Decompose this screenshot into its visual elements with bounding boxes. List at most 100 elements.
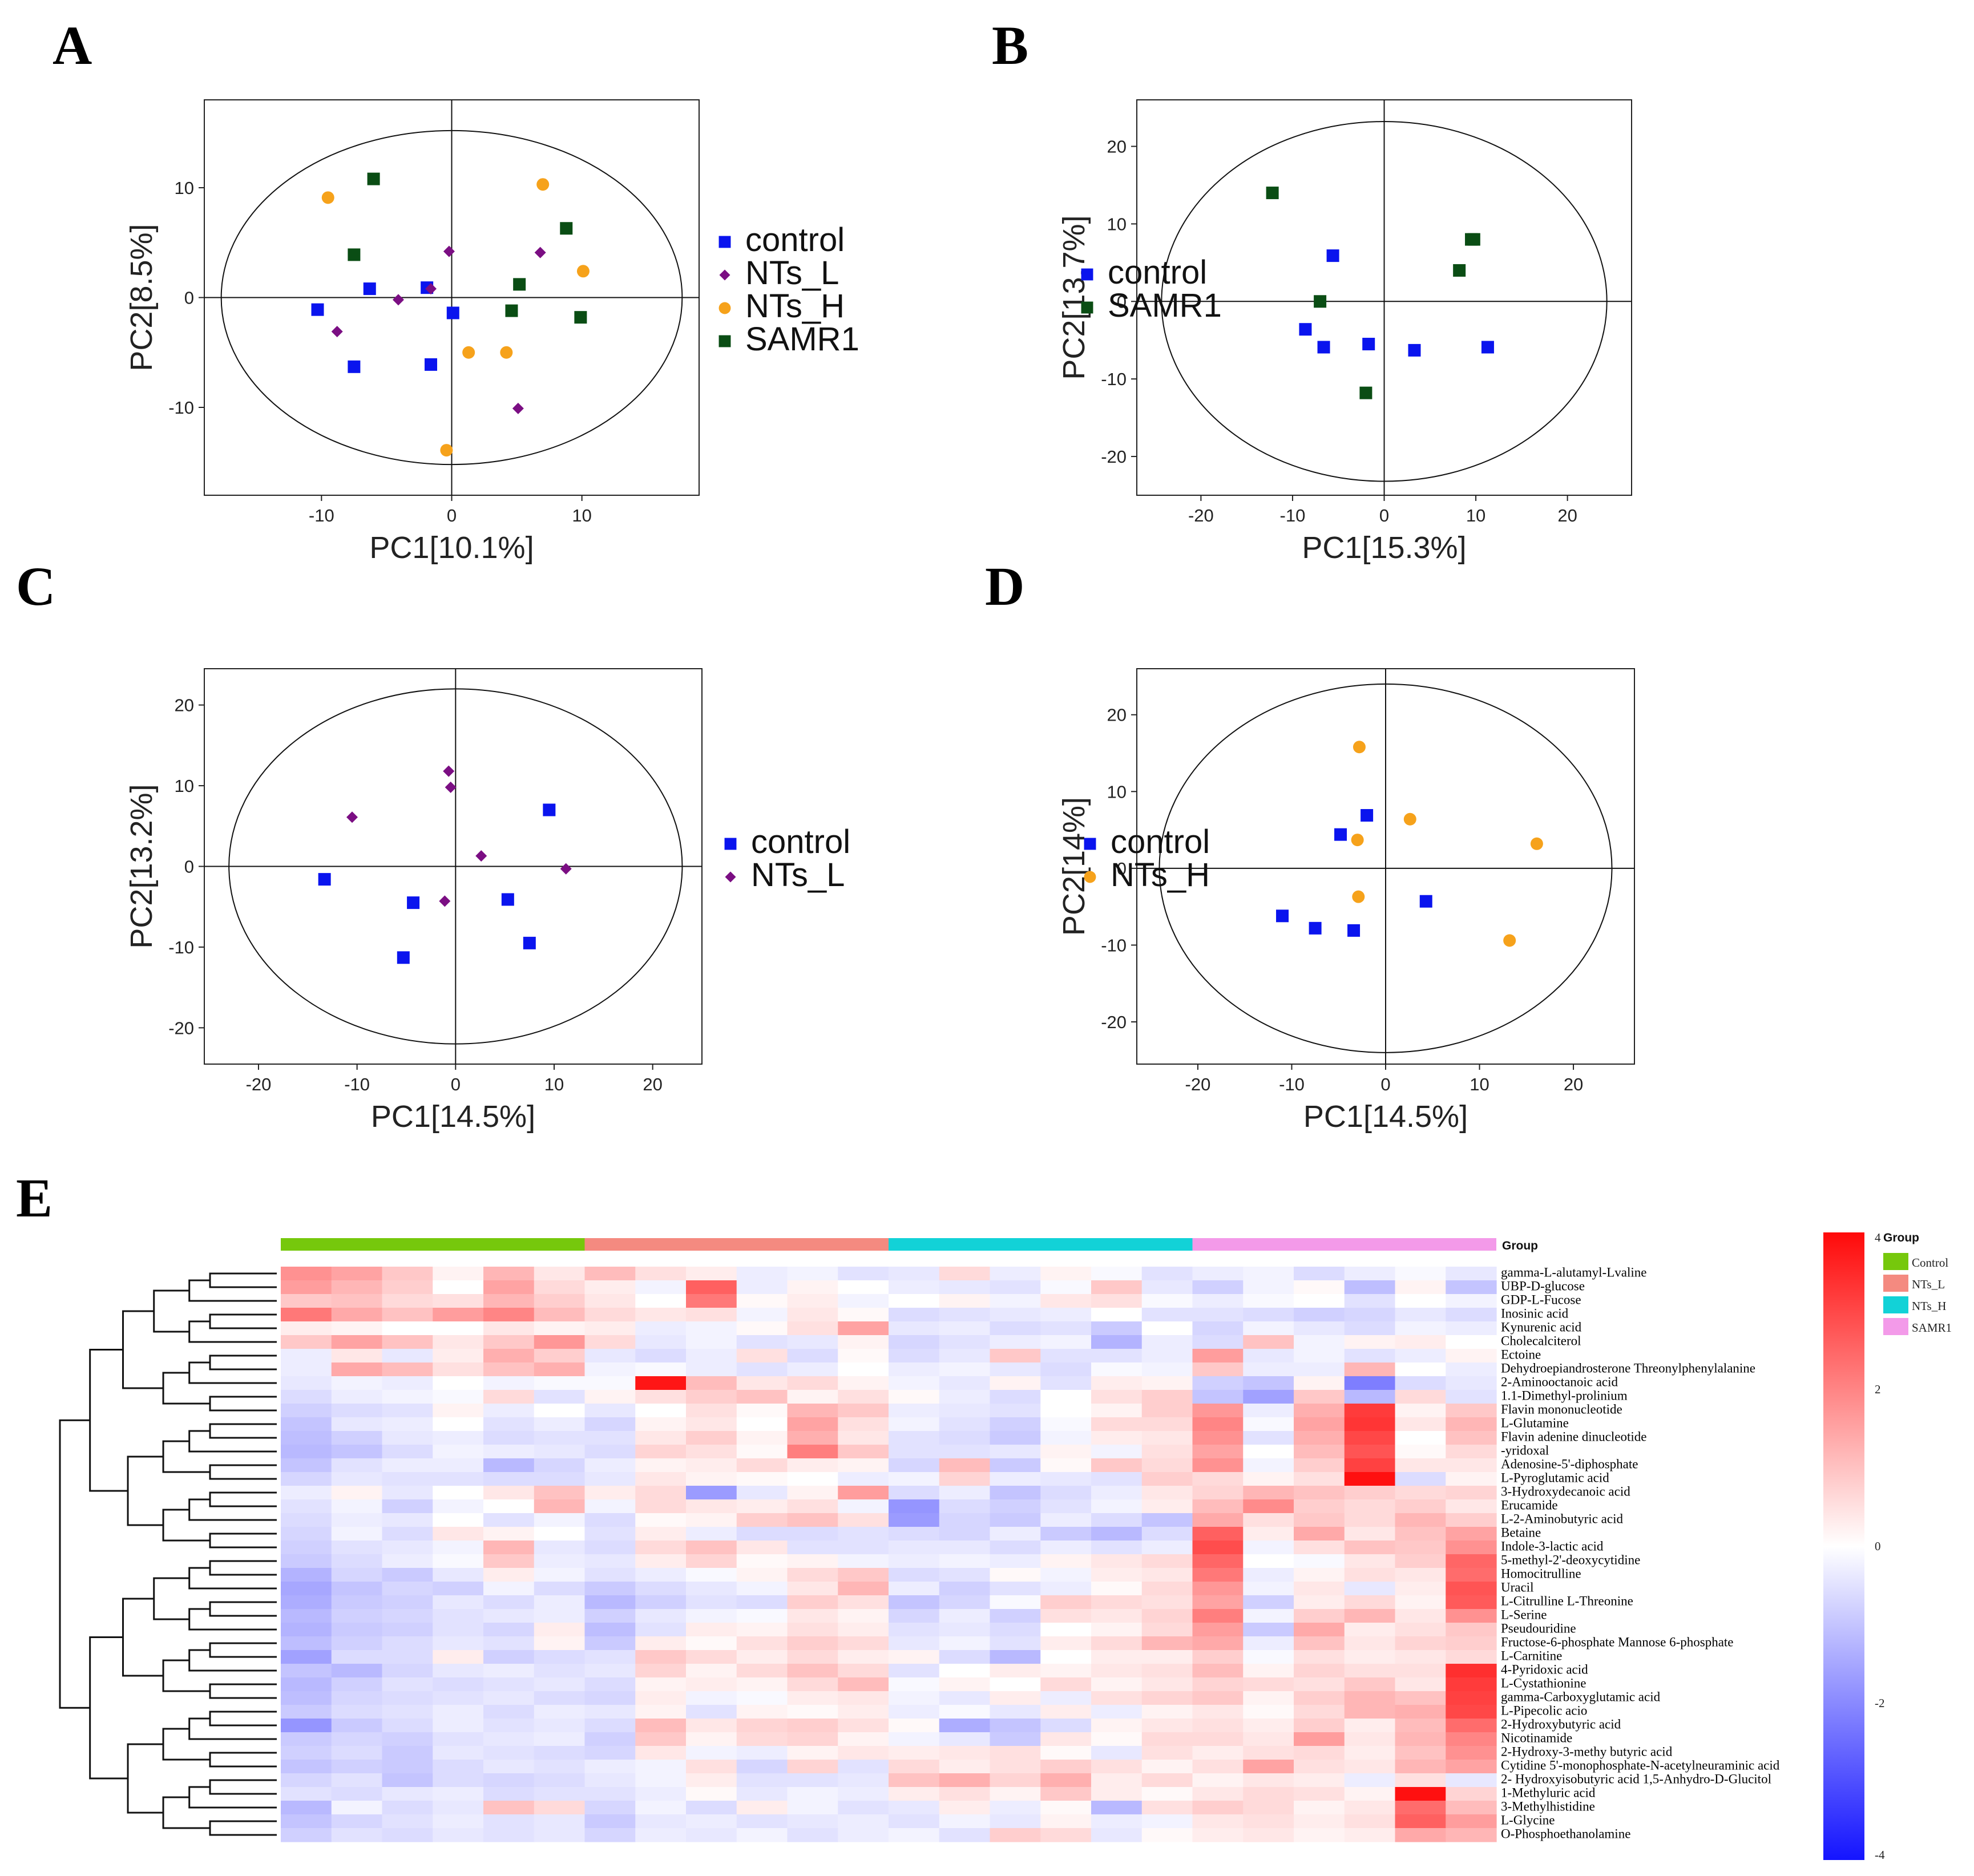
heatmap-cell [1040,1513,1092,1527]
heatmap-cell [433,1828,484,1842]
heatmap-cell [1192,1499,1244,1514]
heatmap-cell [1040,1732,1092,1746]
data-point-SAMR1 [574,311,587,324]
heatmap-cell [736,1335,788,1349]
heatmap-cell [838,1335,889,1349]
panel-label-c: C [16,556,55,617]
heatmap-cell [331,1294,383,1308]
data-point-control [1334,828,1347,841]
x-tick-label: 20 [643,1074,662,1094]
heatmap-cell [1243,1677,1294,1692]
heatmap-cell [1141,1664,1193,1678]
heatmap-cell [889,1691,940,1705]
heatmap-cell [1395,1280,1446,1295]
heatmap-cell [584,1787,636,1801]
heatmap-cell [483,1541,535,1555]
heatmap-cell [483,1705,535,1719]
data-point-SAMR1 [513,278,526,291]
confidence-ellipse [220,130,683,466]
heatmap-cell [1243,1732,1294,1746]
heatmap-cell [838,1321,889,1336]
heatmap-cell [1446,1308,1497,1322]
y-tick-label: 0 [1117,859,1127,879]
heatmap-cell [1344,1472,1396,1486]
heatmap-cell [483,1294,535,1308]
heatmap-cell [635,1280,687,1295]
heatmap-cell [1040,1773,1092,1788]
heatmap-cell [1243,1746,1294,1760]
heatmap-cell [584,1554,636,1568]
heatmap-cell [1344,1664,1396,1678]
heatmap-cell [1141,1773,1193,1788]
heatmap-cell [1294,1787,1345,1801]
heatmap-cell [889,1595,940,1610]
heatmap-cell [939,1486,991,1500]
heatmap-cell [281,1787,332,1801]
heatmap-cell [1192,1472,1244,1486]
heatmap-cell [483,1458,535,1473]
heatmap-cell [1344,1335,1396,1349]
heatmap-cell [686,1431,737,1445]
legend-marker-SAMR1 [1081,301,1093,314]
heatmap-cell [281,1760,332,1774]
data-point-control [1481,341,1494,354]
heatmap-cell [1344,1746,1396,1760]
heatmap-cell [534,1267,586,1281]
heatmap-cell [1395,1390,1446,1404]
heatmap-cell [331,1431,383,1445]
heatmap-cell [1040,1362,1092,1377]
heatmap-cell [686,1582,737,1596]
heatmap-cell [686,1636,737,1651]
heatmap-cell [1294,1732,1345,1746]
dendrogram-branch [188,1430,277,1453]
legend-marker-SAMR1 [718,335,731,347]
y-tick-label: 10 [175,776,194,796]
group-legend-label-NTs_L: NTs_L [1912,1277,1945,1291]
heatmap-cell [736,1349,788,1363]
heatmap-cell [1243,1294,1294,1308]
dendrogram-branch [127,1743,164,1814]
heatmap-cell [1243,1431,1294,1445]
heatmap-cell [1446,1773,1497,1788]
heatmap-cell [433,1404,484,1418]
heatmap-cell [433,1335,484,1349]
heatmap-cell [1192,1390,1244,1404]
x-tick-label: -10 [1279,1074,1305,1094]
heatmap-cell [483,1760,535,1774]
heatmap-cell [736,1486,788,1500]
heatmap-cell [331,1376,383,1390]
heatmap-cell [1141,1814,1193,1829]
heatmap-cell [1294,1458,1345,1473]
group-bar-NTs_L [584,1238,889,1251]
heatmap-cell [584,1595,636,1610]
heatmap-cell [584,1417,636,1432]
heatmap-cell [534,1280,586,1295]
heatmap-cell [331,1541,383,1555]
heatmap-cell [635,1321,687,1336]
heatmap-cell [1040,1321,1092,1336]
heatmap-cell [382,1746,433,1760]
heatmap-cell [1344,1828,1396,1842]
heatmap-cell [1344,1582,1396,1596]
group-legend-swatch-NTs_H [1883,1296,1908,1313]
heatmap-cell [838,1308,889,1322]
heatmap-cell [1446,1828,1497,1842]
heatmap-cell [483,1417,535,1432]
heatmap-cell [1446,1554,1497,1568]
heatmap-cell [382,1499,433,1514]
heatmap-cell [1344,1609,1396,1623]
heatmap-cell [1141,1541,1193,1555]
heatmap-cell [483,1362,535,1377]
heatmap-cell [736,1636,788,1651]
row-label: 5-methyl-2'-deoxycytidine [1501,1552,1640,1567]
heatmap-cell [1344,1568,1396,1582]
heatmap-cell [1243,1773,1294,1788]
heatmap-cell [736,1280,788,1295]
row-dendrogram [59,1272,277,1836]
heatmap-cell [889,1773,940,1788]
heatmap-cell [382,1554,433,1568]
row-label: L-2-Aminobutyric acid [1501,1511,1623,1526]
heatmap-cell [990,1664,1041,1678]
x-tick-label: 0 [1379,506,1389,525]
